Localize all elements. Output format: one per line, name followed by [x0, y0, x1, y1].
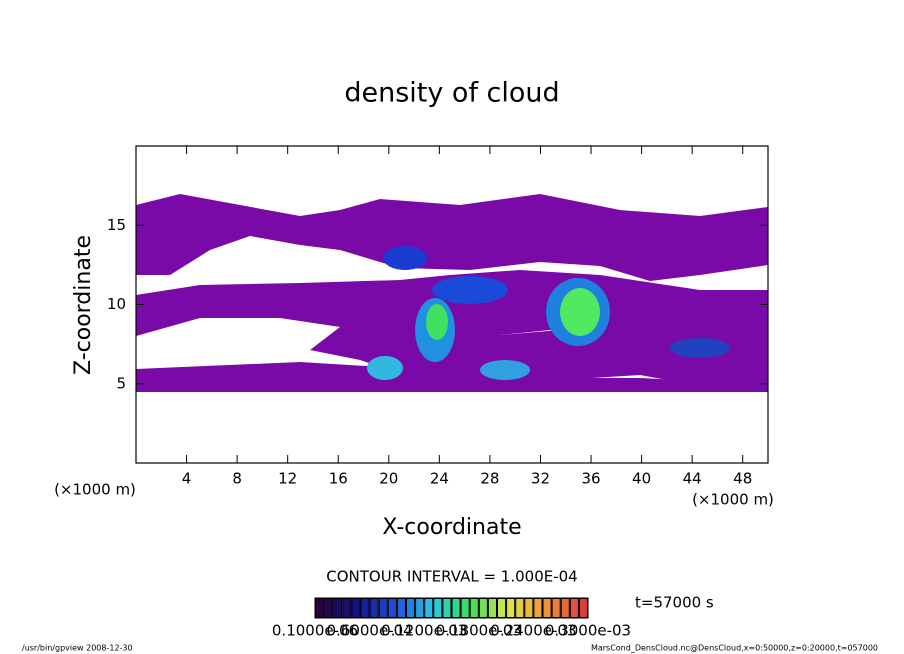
colorbar-cell — [352, 599, 360, 617]
colorbar-label: 0.1200e-03 — [381, 622, 467, 640]
colorbar-cell — [570, 599, 578, 617]
colorbar-cell — [379, 599, 387, 617]
cloud-core — [670, 338, 730, 358]
x-tick-label: 44 — [683, 470, 702, 488]
x-tick-label: 28 — [480, 470, 499, 488]
cloud-region — [136, 362, 768, 392]
y-tick-label: 15 — [107, 216, 126, 234]
colorbar-label: 0.6000e-04 — [326, 622, 412, 640]
colorbar-cell — [579, 599, 587, 617]
colorbar-cell — [525, 599, 533, 617]
colorbar-label: 0.1000e-06 — [272, 622, 358, 640]
colorbar-cell — [479, 599, 487, 617]
colorbar-cell — [407, 599, 415, 617]
colorbar-cell — [552, 599, 560, 617]
cloud-core — [432, 276, 508, 304]
colorbar-cell — [425, 599, 433, 617]
colorbar-cell — [516, 599, 524, 617]
colorbar-cell — [397, 599, 405, 617]
colorbar-cell — [361, 599, 369, 617]
time-label: t=57000 s — [635, 594, 714, 612]
colorbar-cell — [561, 599, 569, 617]
contour-field — [136, 194, 768, 392]
colorbar-cell — [452, 599, 460, 617]
cloud-region — [136, 270, 768, 345]
y-unit-label: (×1000 m) — [692, 491, 774, 509]
x-tick-label: 32 — [531, 470, 550, 488]
colorbar-cell — [316, 599, 324, 617]
colorbar-cell — [388, 599, 396, 617]
colorbar-cell — [416, 599, 424, 617]
x-tick-label: 48 — [733, 470, 752, 488]
colorbar-cell — [443, 599, 451, 617]
colorbar-label: 0.2400e-03 — [490, 622, 576, 640]
x-tick-label: 12 — [278, 470, 297, 488]
y-tick-label: 10 — [107, 295, 126, 313]
cloud-core — [426, 304, 448, 340]
x-tick-label: 20 — [379, 470, 398, 488]
cloud-core — [383, 246, 427, 270]
x-unit-label: (×1000 m) — [54, 481, 136, 499]
x-tick-label: 8 — [232, 470, 242, 488]
colorbar-cell — [488, 599, 496, 617]
contour-interval: CONTOUR INTERVAL = 1.000E-04 — [326, 568, 577, 586]
x-tick-label: 36 — [581, 470, 600, 488]
colorbar-cell — [470, 599, 478, 617]
cloud-region — [136, 194, 768, 281]
colorbar-label: 0.1800e-03 — [436, 622, 522, 640]
colorbar-cell — [343, 599, 351, 617]
y-axis-label: Z-coordinate — [71, 235, 96, 375]
cloud-core — [480, 360, 530, 380]
cloud-core — [367, 356, 403, 380]
colorbar-label: 0.3000e-03 — [545, 622, 631, 640]
footer-left: /usr/bin/gpview 2008-12-30 — [22, 644, 133, 653]
colorbar-cell — [507, 599, 515, 617]
x-tick-label: 4 — [182, 470, 192, 488]
colorbar: 0.1000e-060.6000e-040.1200e-030.1800e-03… — [272, 598, 631, 640]
colorbar-cell — [370, 599, 378, 617]
x-tick-label: 24 — [430, 470, 449, 488]
x-axis-label: X-coordinate — [382, 515, 521, 540]
x-tick-label: 40 — [632, 470, 651, 488]
y-tick-label: 5 — [116, 374, 126, 392]
footer-right: MarsCond_DensCloud.nc@DensCloud,x=0:5000… — [591, 644, 878, 653]
x-tick-label: 16 — [329, 470, 348, 488]
colorbar-cell — [434, 599, 442, 617]
colorbar-cell — [498, 599, 506, 617]
colorbar-frame — [314, 597, 589, 619]
colorbar-cell — [334, 599, 342, 617]
colorbar-cell — [543, 599, 551, 617]
colorbar-cell — [325, 599, 333, 617]
chart-title: density of cloud — [344, 78, 559, 109]
colorbar-cell — [461, 599, 469, 617]
colorbar-cell — [534, 599, 542, 617]
cloud-core — [560, 288, 600, 336]
cloud-high — [367, 246, 730, 380]
